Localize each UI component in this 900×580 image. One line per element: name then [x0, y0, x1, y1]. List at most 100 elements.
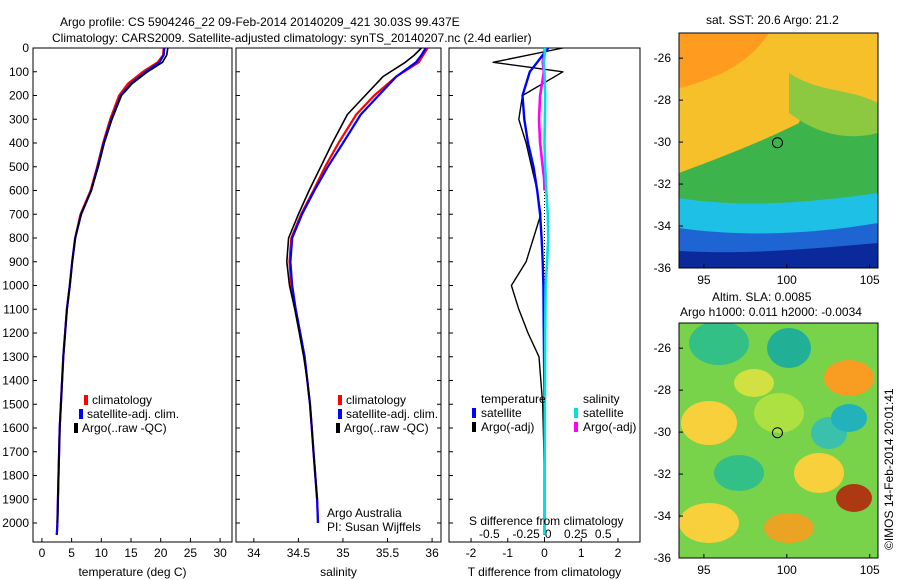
x-tick-label: 34.5	[287, 546, 311, 560]
series-line-argo-raw-qc-	[285, 47, 422, 500]
legend-swatch-satellite	[338, 409, 342, 419]
y-tick-label: 700	[9, 207, 29, 221]
coldest-zone	[679, 243, 878, 268]
x-tick-label: 105	[860, 273, 880, 287]
sla-map-panel: -26 -28 -30 -32 -34 -36 95 100 105	[654, 322, 880, 577]
sla-blob	[754, 393, 804, 433]
x-tick-label: -2	[466, 546, 477, 560]
map-field	[679, 323, 878, 558]
x-tick-label: 0	[39, 546, 46, 560]
legend-s-argo: Argo(-adj)	[583, 420, 636, 434]
s-tick-label: -0.25	[512, 527, 540, 541]
legend-swatch-argo	[74, 423, 78, 433]
y-tick-label: -30	[654, 135, 672, 149]
legend-swatch-t-satellite	[472, 408, 476, 418]
x-tick-label: 95	[697, 563, 711, 577]
legend-swatch-s-satellite	[574, 408, 578, 418]
legend-satellite: satellite-adj. clim.	[87, 407, 179, 421]
y-tick-label: 100	[9, 65, 29, 79]
y-tick-label: -32	[654, 467, 672, 481]
sla-blob	[714, 455, 764, 491]
x-tick-label: -1	[502, 546, 513, 560]
sla-map-title2: Argo h1000: 0.011 h2000: -0.0034	[680, 305, 862, 319]
y-tick-label: 1600	[2, 421, 29, 435]
legend-argo: Argo(..raw -QC)	[344, 421, 429, 435]
y-tick-label: 1900	[2, 492, 29, 506]
y-tick-label: 1100	[3, 302, 29, 316]
legend-swatch-climatology	[338, 395, 342, 405]
legend-climatology: climatology	[92, 393, 152, 407]
legend-swatch-satellite	[79, 409, 83, 419]
y-tick-label: -28	[654, 93, 672, 107]
legend-satellite: satellite-adj. clim.	[346, 407, 438, 421]
x-tick-label: 100	[777, 273, 797, 287]
x-tick-label: 25	[184, 546, 198, 560]
sla-blob	[679, 503, 739, 543]
sla-blob	[824, 360, 874, 396]
y-tick-label: -34	[654, 219, 672, 233]
x-tick-label: 0	[541, 546, 548, 560]
x-tick-label: 35.5	[376, 546, 400, 560]
legend-swatch-t-argo	[472, 422, 476, 432]
x-tick-label: 2	[615, 546, 622, 560]
x-tick-label: 95	[697, 273, 711, 287]
s-difference-label: S difference from climatology	[469, 514, 624, 528]
y-tick-label: -28	[654, 383, 672, 397]
y-tick-label: 400	[9, 136, 29, 150]
y-tick-label: 600	[9, 184, 29, 198]
sla-map-title1: Altim. SLA: 0.0085	[712, 290, 812, 304]
x-tick-label: 105	[860, 563, 880, 577]
map-frame	[678, 322, 879, 559]
s-tick-label: -0.5	[479, 527, 500, 541]
sla-blob	[689, 323, 749, 365]
x-axis-label: T difference from climatology	[468, 565, 622, 579]
legend-salinity-title: salinity	[583, 392, 620, 406]
sla-blob	[681, 401, 737, 445]
transition-zone	[789, 73, 878, 137]
legend-s-satellite: satellite	[583, 406, 624, 420]
legend-argo: Argo(..raw -QC)	[82, 421, 167, 435]
argo-position-marker	[771, 427, 783, 439]
annotation-pi: PI: Susan Wijffels	[327, 520, 421, 534]
x-axis-label: salinity	[320, 565, 357, 579]
legend-t-argo: Argo(-adj)	[481, 420, 534, 434]
plot-frame	[235, 47, 442, 543]
header-line1: Argo profile: CS 5904246_22 09-Feb-2014 …	[60, 15, 460, 29]
x-tick-label: 5	[68, 546, 75, 560]
salinity-legend: climatology satellite-adj. clim. Argo(..…	[327, 393, 438, 534]
y-tick-label: -36	[654, 261, 672, 275]
x-tick-label: 35	[336, 546, 350, 560]
y-tick-label: -26	[654, 51, 672, 65]
y-tick-label: 1500	[2, 397, 29, 411]
y-tick-label: 0	[22, 41, 29, 55]
legend-swatch-argo	[336, 423, 340, 433]
y-tick-label: 300	[9, 112, 29, 126]
map-field	[679, 33, 878, 268]
annotation-institution: Argo Australia	[327, 506, 402, 520]
series-line-t-argo-adj-	[492, 47, 564, 523]
x-tick-label: 20	[154, 546, 168, 560]
y-tick-label: 2000	[2, 516, 29, 530]
plot-frame	[32, 47, 233, 543]
y-tick-label: 1200	[2, 326, 29, 340]
x-tick-label: 100	[777, 563, 797, 577]
sst-map-title: sat. SST: 20.6 Argo: 21.2	[706, 13, 839, 27]
y-tick-label: -30	[654, 425, 672, 439]
sla-blob	[794, 453, 844, 493]
y-tick-label: -26	[654, 341, 672, 355]
sla-blob	[831, 404, 867, 432]
x-tick-label: 36	[425, 546, 439, 560]
x-axis-label: temperature (deg C)	[78, 565, 186, 579]
difference-legend: temperature salinity satellite Argo(-adj…	[469, 392, 636, 528]
legend-swatch-s-argo	[574, 422, 578, 432]
y-tick-label: 900	[9, 255, 29, 269]
y-tick-label: -34	[654, 509, 672, 523]
sla-blob	[767, 328, 811, 368]
series-line-argo-raw-qc-	[56, 47, 169, 524]
x-tick-label: 15	[124, 546, 138, 560]
legend-temperature-title: temperature	[481, 392, 546, 406]
series-line-s-satellite	[542, 47, 550, 535]
x-tick-label: 30	[213, 546, 227, 560]
y-tick-label: -36	[654, 551, 672, 565]
